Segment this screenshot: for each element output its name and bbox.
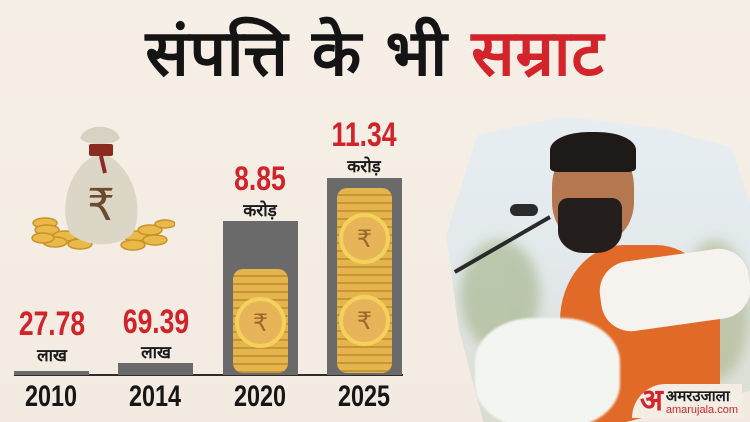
- value-label-2025: 11.34: [331, 116, 397, 154]
- rupee-coin-icon: ₹: [339, 213, 390, 264]
- year-label-2020: 2020: [233, 380, 287, 413]
- value-label-2020: 8.85: [234, 160, 286, 198]
- value-label-2010: 27.78: [18, 305, 86, 343]
- unit-label-2020: करोड़: [243, 201, 277, 221]
- money-bag-icon: ₹: [31, 126, 175, 251]
- coin-stack: ₹: [233, 269, 288, 373]
- year-label-2010: 2010: [24, 380, 78, 413]
- brand-logo-url: amarujala.com: [665, 404, 738, 416]
- page-title: संपत्ति के भी सम्राट: [0, 14, 750, 94]
- brand-logo: अ अमरउजाला amarujala.com: [631, 383, 742, 418]
- unit-label-2025: करोड़: [347, 157, 381, 177]
- unit-label-2010: लाख: [37, 346, 67, 366]
- bar-2025: ₹ ₹: [327, 178, 402, 375]
- svg-text:₹: ₹: [87, 180, 115, 231]
- rupee-coin-icon: ₹: [339, 295, 390, 346]
- unit-label-2014: लाख: [141, 343, 171, 363]
- value-label-2014: 69.39: [122, 303, 190, 341]
- title-part-red: सम्राट: [471, 17, 605, 91]
- year-label-2014: 2014: [128, 380, 182, 413]
- bar-2010: [14, 371, 89, 375]
- brand-logo-hindi: अमरउजाला: [665, 387, 730, 405]
- bar-2020: ₹: [223, 221, 298, 375]
- brand-logo-mark: अ: [639, 383, 663, 418]
- bar-2014: [118, 363, 193, 375]
- chart-baseline: [14, 374, 403, 376]
- title-part-black: संपत्ति के भी: [145, 17, 449, 91]
- year-label-2025: 2025: [337, 380, 391, 413]
- rupee-coin-icon: ₹: [235, 297, 286, 348]
- speaker-photo: [446, 116, 750, 422]
- coin-stack: ₹ ₹: [337, 188, 392, 373]
